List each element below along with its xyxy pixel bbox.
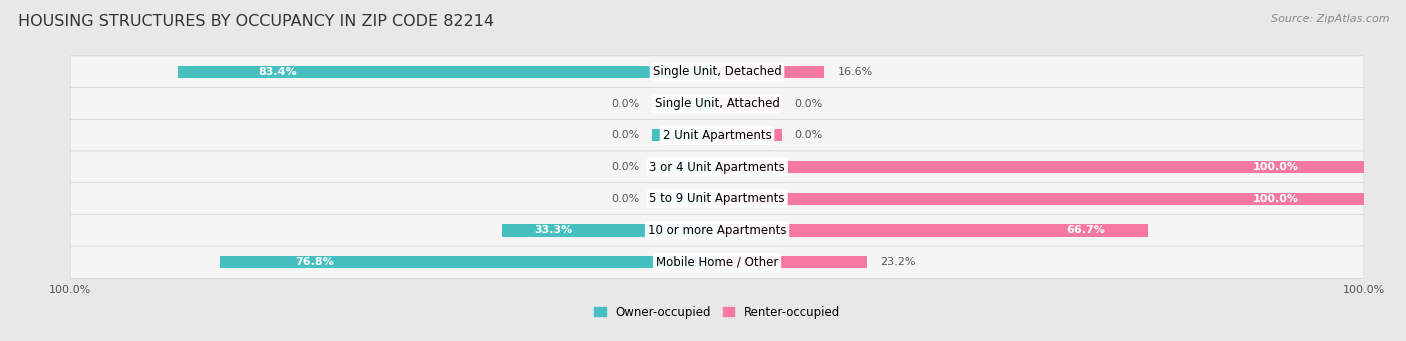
FancyBboxPatch shape: [70, 119, 1364, 151]
Bar: [717, 193, 1364, 205]
Text: Single Unit, Attached: Single Unit, Attached: [655, 97, 779, 110]
Bar: [652, 161, 717, 173]
Bar: [652, 193, 717, 205]
Bar: [717, 161, 1364, 173]
Bar: [717, 224, 1149, 237]
Bar: [177, 66, 717, 78]
Text: 0.0%: 0.0%: [612, 130, 640, 140]
Text: 0.0%: 0.0%: [612, 194, 640, 204]
Text: 5 to 9 Unit Apartments: 5 to 9 Unit Apartments: [650, 192, 785, 205]
Bar: [652, 129, 717, 142]
Text: Source: ZipAtlas.com: Source: ZipAtlas.com: [1271, 14, 1389, 24]
Text: 3 or 4 Unit Apartments: 3 or 4 Unit Apartments: [650, 161, 785, 174]
Text: 23.2%: 23.2%: [880, 257, 915, 267]
Text: 10 or more Apartments: 10 or more Apartments: [648, 224, 786, 237]
Bar: [502, 224, 717, 237]
Text: 100.0%: 100.0%: [1253, 162, 1299, 172]
Text: 16.6%: 16.6%: [838, 67, 873, 77]
Text: Single Unit, Detached: Single Unit, Detached: [652, 65, 782, 78]
Bar: [717, 66, 824, 78]
FancyBboxPatch shape: [70, 246, 1364, 278]
Bar: [717, 98, 782, 110]
FancyBboxPatch shape: [70, 88, 1364, 120]
Text: 0.0%: 0.0%: [612, 162, 640, 172]
Bar: [717, 256, 868, 268]
Text: 0.0%: 0.0%: [794, 130, 823, 140]
Text: HOUSING STRUCTURES BY OCCUPANCY IN ZIP CODE 82214: HOUSING STRUCTURES BY OCCUPANCY IN ZIP C…: [18, 14, 495, 29]
Text: 76.8%: 76.8%: [295, 257, 333, 267]
Text: 33.3%: 33.3%: [534, 225, 572, 236]
Bar: [717, 129, 782, 142]
Text: 0.0%: 0.0%: [612, 99, 640, 109]
Bar: [652, 98, 717, 110]
FancyBboxPatch shape: [70, 183, 1364, 215]
Text: Mobile Home / Other: Mobile Home / Other: [655, 256, 779, 269]
Legend: Owner-occupied, Renter-occupied: Owner-occupied, Renter-occupied: [589, 301, 845, 323]
FancyBboxPatch shape: [70, 151, 1364, 183]
Text: 100.0%: 100.0%: [1253, 194, 1299, 204]
Text: 83.4%: 83.4%: [259, 67, 297, 77]
Text: 0.0%: 0.0%: [794, 99, 823, 109]
FancyBboxPatch shape: [70, 56, 1364, 88]
Bar: [221, 256, 717, 268]
FancyBboxPatch shape: [70, 214, 1364, 247]
Text: 2 Unit Apartments: 2 Unit Apartments: [662, 129, 772, 142]
Text: 66.7%: 66.7%: [1066, 225, 1105, 236]
